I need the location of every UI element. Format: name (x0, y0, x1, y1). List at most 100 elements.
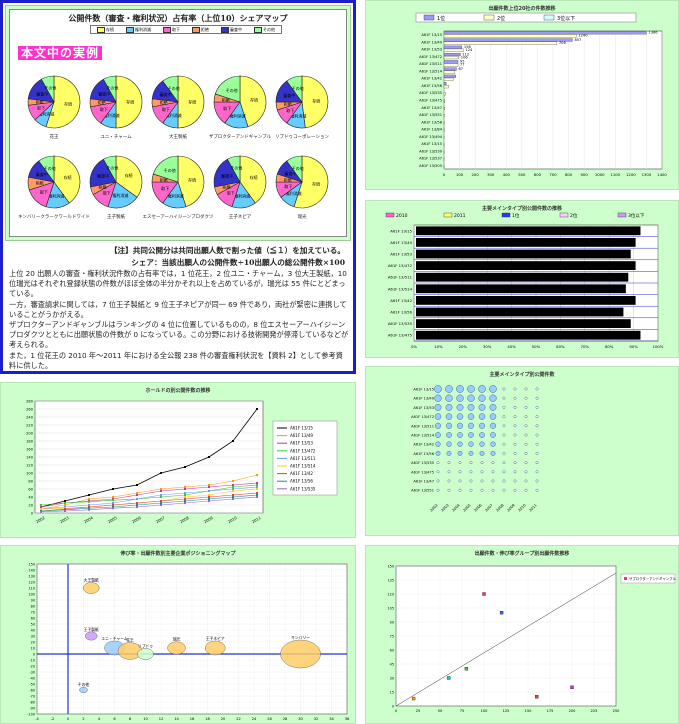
hbar-x-tick: 1100 (610, 172, 620, 177)
bgrid-bubble (478, 385, 485, 392)
bgrid-row-label: A61F 13/53 (413, 406, 434, 410)
pos-y-tick: -10 (29, 658, 35, 662)
hbar-category-label: A61F 13/494 (419, 135, 443, 139)
hbar-bar (444, 53, 460, 56)
bgrid-bubble (503, 452, 505, 454)
pie-slice-label: 権利消滅 (168, 193, 184, 199)
scat-x-tick: 50 (438, 709, 443, 713)
line-y-tick: 220 (26, 424, 34, 428)
pie-slice-label: 取下 (100, 107, 108, 112)
pie-grid: 存続権利消滅取下拒絶審査中その他花王存続権利消滅取下拒絶審査中その他ユニ・チャー… (10, 10, 346, 236)
bgrid-bubble (490, 404, 496, 410)
main-panel: 公開件数（審査・権利状況）占有率（上位10）シェアマップ 存続権利消滅取下拒絶審… (0, 0, 356, 374)
line-y-tick: 280 (26, 400, 34, 404)
hbar-x-tick: 700 (549, 172, 557, 177)
bgrid-bubble (503, 434, 505, 436)
bgrid-col-label: 2004 (451, 503, 461, 513)
hbar-category-label: A61F 13/511 (419, 62, 442, 66)
hbar-legend-label: 3位以下 (557, 15, 575, 22)
scat-x-tick: 0 (395, 709, 398, 713)
pie-slice-label: 取下 (162, 107, 170, 112)
pie-slice-label: 権利消滅 (234, 193, 250, 199)
scat-x-tick: 250 (613, 709, 621, 713)
pos-y-tick: 10 (31, 646, 35, 650)
pos-x-tick: 14 (174, 717, 179, 721)
hbar-legend (416, 13, 636, 22)
pie-slice-label: 審査中 (98, 91, 110, 97)
line-point (64, 500, 66, 502)
bgrid-bubble (435, 423, 441, 429)
bgrid-bubble (479, 414, 485, 420)
line-point (160, 488, 162, 490)
line-y-tick: 40 (28, 496, 33, 500)
line-point (184, 486, 186, 488)
stack-bar (416, 261, 636, 270)
pos-x-tick: 26 (267, 717, 272, 721)
pos-y-tick: -100 (27, 712, 35, 716)
stack-bar (416, 296, 636, 305)
hbar-x-tick: 900 (581, 172, 589, 177)
hbar-bar (444, 56, 459, 59)
stack-bar (416, 331, 640, 340)
pie-slice-label: 存続 (188, 176, 196, 182)
pos-y-tick: 40 (31, 628, 35, 632)
bgrid-bubble (536, 461, 538, 463)
stack-legend-label: 2位 (570, 212, 578, 219)
pos-x-tick: 36 (345, 717, 350, 721)
pie-name: 王子製紙 (107, 213, 125, 220)
bgrid-bubble (481, 471, 483, 473)
pie-slice-label: 存続 (312, 181, 320, 187)
hbar-category-label: A61F 13/56 (421, 84, 442, 88)
line-x-tick: 2007 (155, 515, 166, 524)
bgrid-bubble (480, 442, 485, 447)
bgrid-bubble (525, 489, 527, 491)
scat-legend-swatch (624, 577, 627, 580)
hbar-bar (444, 75, 456, 78)
pos-bubble (138, 648, 154, 659)
stack-x-tick: 80% (605, 344, 614, 349)
bgrid-bubble (525, 406, 527, 408)
hbar-x-tick: 1000 (595, 172, 605, 177)
bgrid-bubble (536, 434, 538, 436)
hbar-data-label: 67 (458, 67, 463, 71)
line-point (232, 496, 234, 498)
bgrid-bubble (525, 471, 527, 473)
line-point (40, 506, 42, 508)
bgrid-bubble (448, 461, 450, 463)
bgrid-bubble (514, 388, 516, 390)
line-chart: 0204060801001201401601802002202402602802… (1, 383, 355, 537)
line-point (256, 488, 258, 490)
bgrid-bubble (437, 461, 439, 463)
pie-slice-label: 取下 (161, 186, 169, 191)
bgrid-bubble (490, 414, 496, 420)
hbar-bar (444, 63, 458, 66)
paragraph: また，1 位花王の 2010 年～2011 年における全公報 238 件の審査権… (9, 351, 349, 371)
line-y-tick: 120 (26, 464, 34, 468)
line-point (256, 484, 258, 486)
hbar-category-label: A61F 13/49 (421, 40, 442, 44)
stack-category-label: A61F 13/475 (388, 333, 413, 338)
body-text: 上位 20 出願人の審査・権利状況件数の占有率では，1 位花王，2 位ユニ・チャ… (9, 269, 349, 371)
bgrid-bubble (536, 397, 538, 399)
pos-y-tick: 90 (31, 598, 35, 602)
bgrid-col-label: 2005 (462, 503, 471, 512)
bgrid-bubble (435, 414, 441, 420)
stack-panel: 主要メインタイプ別公開件数の推移 201020111位2位3位以下0%10%20… (365, 200, 679, 358)
line-y-tick: 140 (26, 456, 34, 460)
bgrid-bubble (479, 432, 484, 437)
line-point (136, 502, 138, 504)
pie-slice-label: 取下 (223, 106, 231, 111)
bgrid-bubble (448, 489, 450, 491)
line-x-tick: 2003 (59, 515, 70, 524)
pie-slice-label: 存続 (188, 99, 196, 105)
pos-x-tick: 22 (236, 717, 241, 721)
bgrid-bubble (492, 471, 494, 473)
pos-x-tick: 18 (205, 717, 210, 721)
bgrid-bubble (514, 425, 516, 427)
line-point (64, 510, 66, 512)
bgrid-row-label: A61F 13/49 (413, 397, 434, 401)
scat-x-tick: 75 (460, 709, 465, 713)
line-point (160, 504, 162, 506)
stack-bar (416, 284, 626, 293)
pos-y-tick: 70 (31, 610, 35, 614)
